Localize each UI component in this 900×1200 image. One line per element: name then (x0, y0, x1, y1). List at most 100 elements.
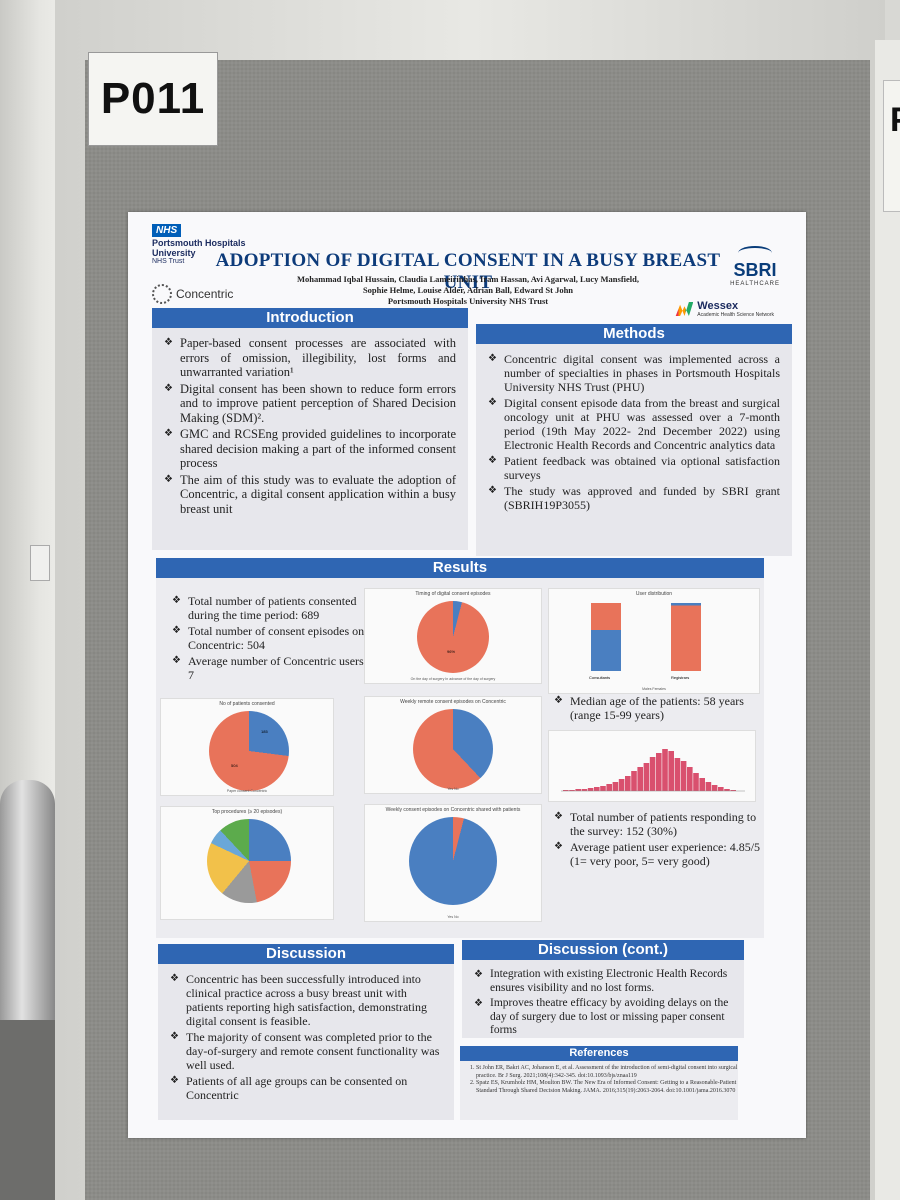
procedures-pie (207, 819, 291, 903)
references-heading: References (460, 1046, 738, 1061)
sbri-waves-icon (738, 246, 773, 260)
discussion-bullet: The majority of consent was completed pr… (170, 1030, 442, 1072)
booth-label: P011 (88, 52, 218, 146)
nhs-line1: Portsmouth Hospitals (152, 238, 246, 248)
patients-legend: Paper consent Concentric (226, 789, 268, 793)
methods-bullet: Patient feedback was obtained via option… (488, 454, 780, 482)
remote-legend: Yes No (447, 787, 459, 791)
histogram-bar (724, 789, 730, 791)
registrars-bar (671, 603, 701, 671)
nhs-logo: NHS Portsmouth Hospitals University NHS … (152, 220, 246, 265)
histogram-bar (668, 751, 674, 791)
sbri-name: SBRI (733, 260, 777, 280)
wall-switch (30, 545, 50, 581)
user-distribution-chart: User distribution Consultants Registrars… (548, 588, 760, 694)
nhs-line3: NHS Trust (152, 258, 185, 265)
discussion-bullet: Concentric has been successfully introdu… (170, 972, 442, 1028)
neighbour-label-text: P (890, 101, 900, 140)
survey-bullet: Average patient user experience: 4.85/5 … (554, 840, 762, 868)
survey-bullet: Total number of patients responding to t… (554, 810, 762, 838)
histogram-bar (656, 753, 662, 791)
sbri-logo: SBRI HEALTHCARE (730, 246, 780, 287)
discussion-heading: Discussion (158, 944, 454, 964)
wessex-name: Wessex (697, 300, 739, 312)
histogram-bar (625, 776, 631, 791)
histogram-bar (631, 771, 637, 791)
affiliation: Portsmouth Hospitals University NHS Trus… (387, 296, 549, 306)
reference-item: St John ER, Bakri AC, Johanson E, et al.… (476, 1065, 738, 1080)
histogram-bar (662, 749, 668, 791)
survey-bullets: Total number of patients responding to t… (550, 806, 766, 874)
results-bullet: Average number of Concentric users: 7 (172, 654, 368, 682)
age-histogram-chart (548, 730, 756, 802)
introduction-bullet: Digital consent has been shown to reduce… (164, 382, 456, 426)
results-bullet: Total number of consent episodes on Conc… (172, 624, 368, 652)
histogram-bar (618, 779, 625, 791)
timing-pie-chart: Timing of digital consent episodes 96% O… (364, 588, 542, 684)
concentric-text: Concentric (176, 287, 234, 301)
procedures-pie-chart: Top procedures (≥ 20 episodes) (160, 806, 334, 920)
histogram-bar (711, 785, 718, 791)
nhs-line2: University (152, 248, 196, 258)
introduction-bullet: Paper-based consent processes are associ… (164, 336, 456, 380)
remote-pie (413, 709, 493, 789)
age-bullet-list: Median age of the patients: 58 years (ra… (550, 690, 758, 728)
users-cat1: Consultants (589, 675, 611, 680)
methods-section: Methods Concentric digital consent was i… (476, 324, 792, 556)
remote-consent-pie-chart: Weekly remote consent episodes on Concen… (364, 696, 542, 794)
authors: Mohammad Iqbal Hussain, Claudia Lameirin… (278, 274, 658, 307)
timing-pie-label: 96% (447, 649, 456, 654)
procedures-chart-title: Top procedures (≥ 20 episodes) (211, 809, 283, 815)
methods-bullet: Concentric digital consent was implement… (488, 352, 780, 394)
users-chart-title: User distribution (635, 591, 673, 597)
poster: NHS Portsmouth Hospitals University NHS … (128, 212, 806, 1138)
reference-item: Spatz ES, Krumholz HM, Moulton BW. The N… (476, 1080, 738, 1095)
concentric-icon (152, 284, 172, 304)
histogram-bar (693, 773, 699, 791)
introduction-bullet: GMC and RCSEng provided guidelines to in… (164, 427, 456, 471)
results-section: Results Total number of patients consent… (156, 558, 764, 938)
histogram-bar (718, 787, 724, 791)
authors-line: Sophie Helme, Louise Alder, Adrian Ball,… (362, 285, 574, 295)
wessex-icon (671, 302, 694, 316)
neighbour-label: P (883, 80, 900, 212)
timing-chart-title: Timing of digital consent episodes (415, 591, 491, 597)
discussion-cont-heading: Discussion (cont.) (462, 940, 744, 960)
users-cat2: Registrars (671, 675, 690, 680)
references-section: References St John ER, Bakri AC, Johanso… (460, 1046, 738, 1120)
discussion-section: Discussion Concentric has been successfu… (158, 944, 454, 1120)
wessex-sub: Academic Health Science Network (697, 312, 774, 318)
neighbour-board: P (875, 40, 900, 1200)
discussion-cont-section: Discussion (cont.) Integration with exis… (462, 940, 744, 1038)
shared-consent-pie-chart: Weekly consent episodes on Concentric sh… (364, 804, 542, 922)
histogram-bar (600, 786, 606, 791)
patients-pie (209, 711, 289, 791)
patients-pie-label: 185 (261, 729, 268, 734)
discussion-cont-bullet: Integration with existing Electronic Hea… (474, 968, 732, 995)
remote-chart-title: Weekly remote consent episodes on Concen… (400, 699, 506, 705)
histogram-bar (563, 790, 569, 791)
histogram-bar (687, 767, 693, 791)
histogram-bar (612, 782, 619, 791)
shared-pie (409, 817, 497, 905)
patients-chart-title: No of patients consented (219, 701, 275, 707)
timing-pie (417, 601, 489, 673)
histogram-bar (680, 761, 687, 791)
histogram-bar (581, 789, 588, 791)
users-legend: Males Females (642, 687, 666, 691)
histogram-bar (594, 787, 600, 791)
consultants-bar (591, 603, 621, 671)
shared-chart-title: Weekly consent episodes on Concentric sh… (385, 807, 521, 813)
histogram-bar (730, 790, 736, 791)
patients-pie-label: 504 (231, 763, 238, 768)
histogram-bar (705, 782, 712, 791)
nhs-badge: NHS (152, 224, 182, 237)
age-histogram (561, 749, 745, 792)
methods-bullet: The study was approved and funded by SBR… (488, 484, 780, 512)
discussion-bullet: Patients of all age groups can be consen… (170, 1074, 442, 1102)
histogram-bar (643, 763, 650, 791)
methods-heading: Methods (476, 324, 792, 344)
age-bullet: Median age of the patients: 58 years (ra… (554, 694, 754, 722)
introduction-heading: Introduction (152, 308, 468, 328)
introduction-bullet: The aim of this study was to evaluate th… (164, 473, 456, 517)
